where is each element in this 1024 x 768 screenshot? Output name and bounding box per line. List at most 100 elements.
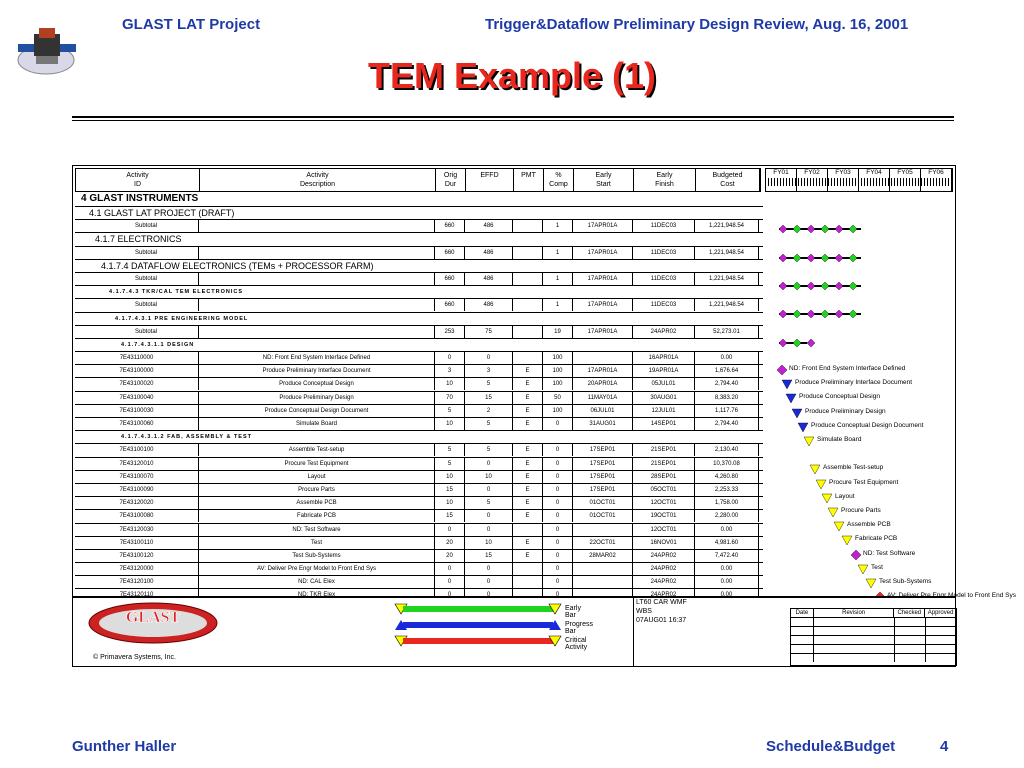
early-bar-swatch bbox=[394, 603, 562, 615]
gantt-row bbox=[765, 322, 951, 336]
milestone-icon bbox=[792, 338, 802, 347]
cell-finish: 14SEP01 bbox=[633, 418, 695, 430]
cell-desc: ND: Test Software bbox=[199, 523, 435, 536]
cell-desc: Assemble Test-setup bbox=[199, 444, 435, 457]
cell-dur: 0 bbox=[435, 352, 465, 365]
cell-finish: 24APR02 bbox=[633, 589, 695, 602]
cell-finish: 12OCT01 bbox=[633, 523, 695, 536]
cell-pct: 1 bbox=[543, 246, 573, 259]
cell-dur: 3 bbox=[435, 365, 465, 378]
cell-start bbox=[573, 563, 633, 576]
milestone-icon bbox=[792, 281, 802, 291]
fiscal-year-label: FY06 bbox=[921, 169, 952, 191]
cell-desc: Assemble PCB bbox=[199, 497, 435, 510]
cell-pmt: E bbox=[513, 536, 543, 549]
column-header-6: Early Start bbox=[574, 169, 634, 191]
gantt-row: Test Sub-Systems bbox=[765, 577, 951, 591]
gantt-row: Layout bbox=[765, 492, 951, 506]
cell-start: 11MAY01A bbox=[573, 391, 633, 404]
cell-pmt: E bbox=[513, 457, 543, 470]
cell-pct: 100 bbox=[543, 352, 573, 365]
cell-effd: 2 bbox=[465, 404, 513, 417]
gantt-row: Produce Conceptual Design bbox=[765, 392, 951, 406]
milestone-icon bbox=[778, 281, 788, 291]
activity-bar-icon bbox=[815, 479, 827, 489]
cell-desc: Produce Conceptual Design bbox=[199, 378, 435, 391]
cell-cost: 1,117.76 bbox=[695, 404, 759, 417]
milestone-icon bbox=[834, 253, 844, 262]
cell-finish: 05OCT01 bbox=[633, 483, 695, 496]
rev-col-date: Date bbox=[791, 609, 814, 617]
rev-col-checked: Checked bbox=[894, 609, 926, 617]
cell-pmt: E bbox=[513, 470, 543, 483]
cell-desc: ND: CAL Elex bbox=[199, 576, 435, 589]
cell-effd: 486 bbox=[465, 220, 513, 233]
activity-bar-icon bbox=[803, 436, 815, 447]
cell-effd: 5 bbox=[465, 418, 513, 430]
cell-finish: 24APR02 bbox=[633, 576, 695, 589]
cell-id: 7E43120110 bbox=[75, 589, 199, 602]
cell-dur: 0 bbox=[435, 563, 465, 576]
cell-id: Subtotal bbox=[75, 220, 199, 233]
summary-bar bbox=[778, 310, 861, 319]
activity-bar-icon bbox=[865, 578, 877, 589]
milestone-icon bbox=[848, 224, 858, 234]
column-label-bottom: Finish bbox=[655, 181, 674, 188]
cell-cost: 1,221,948.54 bbox=[695, 246, 759, 259]
progress-bar-label: Progress Bar bbox=[565, 621, 594, 635]
cell-desc: Layout bbox=[199, 470, 435, 483]
cell-desc: Procure Test Equipment bbox=[199, 457, 435, 470]
milestone-diamond-icon bbox=[776, 364, 788, 376]
cell-pmt bbox=[513, 272, 543, 285]
column-label-bottom: Description bbox=[299, 181, 335, 188]
cell-pmt bbox=[513, 589, 543, 602]
cell-dur: 0 bbox=[435, 576, 465, 589]
wbs-group-row: 4.1 GLAST LAT PROJECT (DRAFT) bbox=[75, 207, 763, 221]
column-header-3: EFFD bbox=[466, 169, 514, 191]
cell-pmt bbox=[513, 576, 543, 589]
cell-id: 7E43110000 bbox=[75, 352, 199, 365]
subtotal-row: Subtotal 660 486 1 17APR01A 11DEC03 1,221,948.… bbox=[75, 299, 763, 313]
activity-row: 7E43120030 ND: Test Software 0 0 0 12OCT01 0.0… bbox=[75, 523, 763, 537]
gantt-row bbox=[765, 208, 951, 222]
cell-dur: 253 bbox=[435, 325, 465, 338]
cell-start: 01OCT01 bbox=[573, 497, 633, 510]
gantt-row bbox=[765, 350, 951, 364]
activity-row: 7E43100040 Produce Preliminary Design 70 15… bbox=[75, 391, 763, 405]
cell-start: 17APR01A bbox=[573, 246, 633, 259]
cell-pct: 1 bbox=[543, 272, 573, 285]
gantt-activity-label: Layout bbox=[835, 492, 855, 500]
cell-effd: 15 bbox=[465, 549, 513, 562]
cell-start: 17SEP01 bbox=[573, 457, 633, 470]
cell-pmt: E bbox=[513, 510, 543, 523]
cell-effd: 0 bbox=[465, 589, 513, 602]
cell-finish: 16NOV01 bbox=[633, 536, 695, 549]
cell-pct: 0 bbox=[543, 457, 573, 470]
cell-pct: 0 bbox=[543, 549, 573, 562]
cell-id: Subtotal bbox=[75, 325, 199, 338]
gantt-row: Assemble Test-setup bbox=[765, 463, 951, 477]
legend-panel: GLAST © Primavera Systems, Inc. Early Ba… bbox=[72, 596, 957, 667]
cell-id: 7E43120100 bbox=[75, 576, 199, 589]
gantt-row bbox=[765, 222, 951, 236]
cell-dur: 20 bbox=[435, 549, 465, 562]
milestone-icon bbox=[848, 310, 858, 319]
cell-pmt: E bbox=[513, 483, 543, 496]
activity-bar-icon bbox=[791, 408, 803, 419]
glast-logo: GLAST bbox=[88, 602, 218, 644]
cell-pmt: E bbox=[513, 549, 543, 562]
cell-pmt: E bbox=[513, 444, 543, 457]
subtotal-row: Subtotal 660 486 1 17APR01A 11DEC03 1,221,948.… bbox=[75, 246, 763, 260]
project-line: 07AUG01 16:37 bbox=[636, 617, 687, 624]
milestone-icon bbox=[792, 310, 802, 319]
gantt-row bbox=[765, 279, 951, 293]
cell-desc: ND: TKR Elex bbox=[199, 589, 435, 602]
cell-cost: 2,794.40 bbox=[695, 378, 759, 391]
activity-bar-icon bbox=[827, 507, 839, 518]
cell-pct: 19 bbox=[543, 325, 573, 338]
cell-id: 7E43100060 bbox=[75, 418, 199, 430]
activity-bar-icon bbox=[781, 380, 793, 390]
gantt-activity-label: Assemble Test-setup bbox=[823, 464, 884, 472]
cell-pmt: E bbox=[513, 378, 543, 391]
activity-row: 7E43100000 Produce Preliminary Interface … bbox=[75, 365, 763, 379]
